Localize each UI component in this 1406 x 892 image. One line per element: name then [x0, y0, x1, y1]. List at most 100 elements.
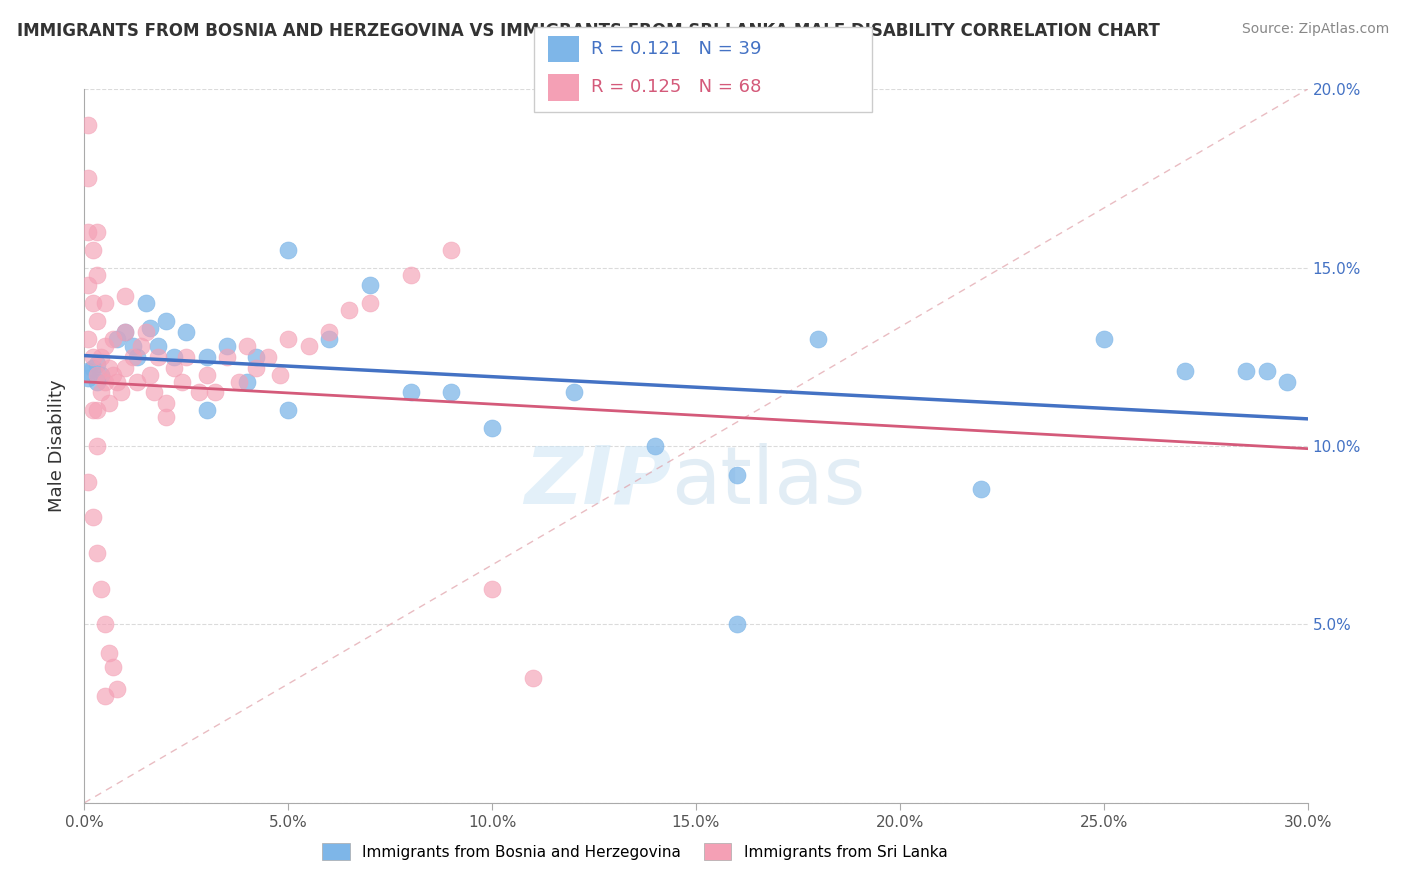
Point: [77, 225, 100, 239]
Point: [82, 350, 104, 364]
Point: [77, 332, 100, 346]
Point: [122, 339, 145, 353]
Point: [97, 360, 120, 375]
Point: [142, 385, 165, 400]
Point: [97, 646, 120, 660]
Point: [644, 439, 666, 453]
Y-axis label: Male Disability: Male Disability: [48, 380, 66, 512]
Point: [339, 303, 361, 318]
Point: [228, 375, 250, 389]
Point: [90, 582, 112, 596]
Point: [163, 360, 186, 375]
Point: [93, 375, 115, 389]
Point: [807, 332, 830, 346]
Text: ZIP: ZIP: [524, 442, 672, 521]
Point: [1256, 364, 1278, 378]
Point: [90, 350, 112, 364]
Point: [217, 339, 239, 353]
Point: [236, 339, 259, 353]
Point: [155, 396, 177, 410]
Point: [93, 296, 115, 310]
Point: [105, 332, 128, 346]
Point: [970, 482, 993, 496]
Point: [1174, 364, 1197, 378]
Point: [82, 296, 104, 310]
Point: [195, 368, 218, 382]
Point: [135, 325, 157, 339]
Point: [86, 546, 108, 560]
Point: [269, 368, 291, 382]
Point: [174, 350, 197, 364]
Point: [138, 321, 160, 335]
Point: [318, 332, 340, 346]
Point: [101, 660, 124, 674]
Point: [90, 385, 112, 400]
Point: [86, 268, 108, 282]
Point: [105, 375, 128, 389]
Point: [114, 289, 136, 303]
Point: [138, 368, 160, 382]
Point: [110, 385, 132, 400]
Point: [522, 671, 544, 685]
Point: [725, 467, 748, 482]
Point: [86, 375, 108, 389]
Point: [204, 385, 226, 400]
Point: [101, 332, 124, 346]
Point: [245, 360, 267, 375]
Point: [440, 385, 463, 400]
Point: [146, 339, 169, 353]
Point: [155, 314, 177, 328]
Point: [245, 350, 267, 364]
Point: [236, 375, 259, 389]
Point: [172, 375, 194, 389]
Point: [155, 410, 177, 425]
Point: [481, 421, 503, 435]
Point: [127, 375, 149, 389]
Point: [97, 396, 120, 410]
Point: [257, 350, 280, 364]
Point: [399, 385, 422, 400]
Point: [105, 681, 128, 696]
Point: [187, 385, 209, 400]
Point: [135, 296, 157, 310]
Point: [195, 403, 218, 417]
Text: atlas: atlas: [672, 442, 866, 521]
Point: [122, 350, 145, 364]
Point: [93, 617, 115, 632]
Point: [86, 357, 108, 371]
Text: R = 0.125   N = 68: R = 0.125 N = 68: [591, 78, 761, 96]
Point: [114, 325, 136, 339]
Point: [86, 368, 108, 382]
Point: [86, 225, 108, 239]
Point: [114, 360, 136, 375]
Text: Source: ZipAtlas.com: Source: ZipAtlas.com: [1241, 22, 1389, 37]
Point: [127, 350, 149, 364]
Point: [90, 368, 112, 382]
Point: [399, 268, 422, 282]
Point: [82, 510, 104, 524]
Point: [277, 403, 299, 417]
Point: [195, 350, 218, 364]
Point: [93, 339, 115, 353]
Point: [101, 368, 124, 382]
Point: [440, 243, 463, 257]
Text: R = 0.121   N = 39: R = 0.121 N = 39: [591, 40, 761, 58]
Point: [86, 314, 108, 328]
Point: [77, 364, 100, 378]
Point: [131, 339, 153, 353]
Point: [77, 171, 100, 186]
Point: [277, 332, 299, 346]
Point: [77, 118, 100, 132]
Point: [174, 325, 197, 339]
Point: [481, 582, 503, 596]
Point: [359, 278, 381, 293]
Point: [725, 617, 748, 632]
Point: [562, 385, 585, 400]
Point: [93, 689, 115, 703]
Point: [146, 350, 169, 364]
Point: [86, 403, 108, 417]
Point: [1092, 332, 1115, 346]
Point: [77, 475, 100, 489]
Point: [1277, 375, 1299, 389]
Point: [298, 339, 321, 353]
